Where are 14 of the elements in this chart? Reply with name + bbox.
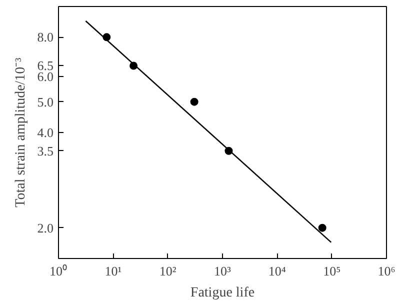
x-tick-label: 10⁶	[378, 264, 396, 278]
x-tick-label: 10⁵	[323, 264, 341, 278]
y-tick-label: 8.0	[37, 30, 54, 45]
x-tick-label: 10⁰	[50, 264, 68, 278]
x-tick-label: 10⁴	[268, 264, 286, 278]
x-tick-label: 10³	[214, 264, 232, 278]
y-tick-label: 3.5	[37, 143, 54, 158]
x-tick-label: 10¹	[104, 264, 122, 278]
x-tick-label: 10²	[159, 264, 176, 278]
y-axis-title: Total strain amplitude/10⁻³	[13, 58, 28, 208]
y-tick-label: 4.0	[37, 125, 54, 140]
x-axis-title: Fatigue life	[190, 286, 255, 300]
y-tick-label: 2.0	[37, 220, 54, 236]
y-tick-label: 5.0	[37, 94, 54, 110]
